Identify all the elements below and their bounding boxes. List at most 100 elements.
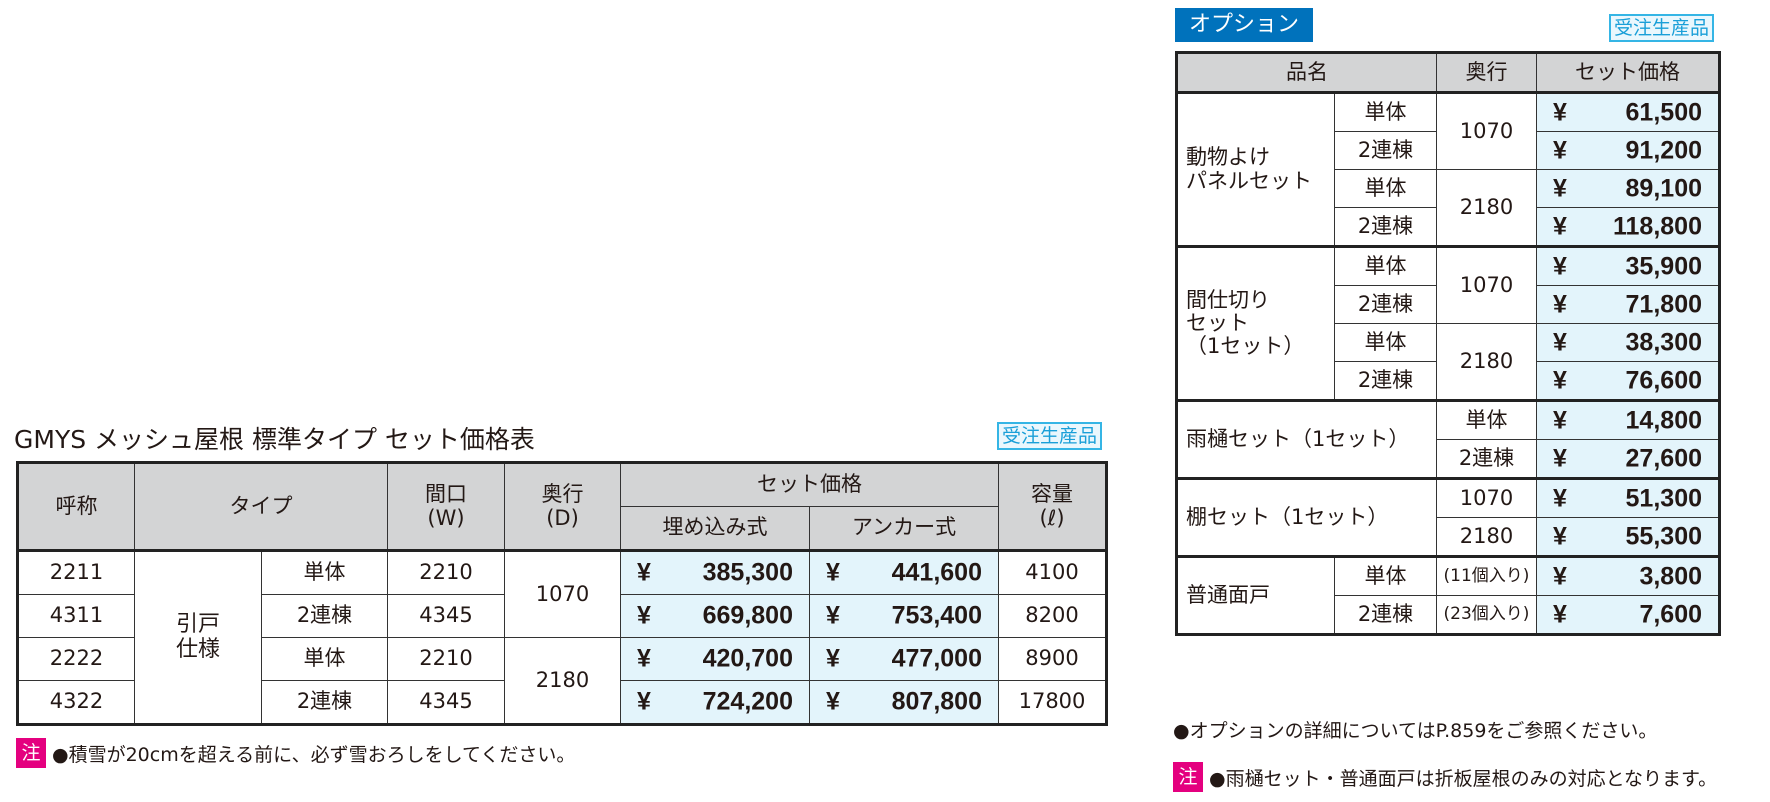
cell-width: 4345 [387,594,505,638]
cell-type: 単体 [261,637,388,681]
price-value: 420,700 [702,644,793,673]
table-row: 棚セット（1セット） 1070 ¥51,300 [1176,477,1720,557]
cell-type: 単体 [1334,91,1437,132]
yen-sign: ¥ [637,558,651,587]
note-text: ●積雪が20cmを超える前に、必ず雪おろしをしてください。 [52,743,576,766]
cell-type: 単体 [261,550,388,595]
option-title: オプション [1175,8,1314,42]
cell-depth: 2180 [1436,169,1537,247]
made-to-order-badge: 受注生産品 [997,422,1103,450]
table-row: 2連棟 ¥76,600 [1177,361,1720,401]
table-row: 普通面戸 単体 (11個入り) ¥3,800 [1176,555,1720,635]
yen-sign: ¥ [1553,211,1567,240]
cell-price: ¥76,600 [1536,361,1720,401]
cell-price: ¥91,200 [1536,131,1720,170]
cell-type: 単体 [1334,169,1437,208]
price-value: 14,800 [1625,405,1702,434]
price-value: 477,000 [891,644,982,673]
cell-item-name: 間仕切り セット （1セット） [1176,245,1335,401]
yen-sign: ¥ [826,558,840,587]
price-value: 38,300 [1625,327,1702,356]
cell-price-embedded: ¥669,800 [620,594,810,638]
cell-price: ¥14,800 [1536,399,1720,440]
price-value: 385,300 [702,558,793,587]
price-value: 807,800 [891,687,982,716]
cell-type: 2連棟 [1334,595,1437,635]
price-value: 753,400 [891,601,982,630]
table-row: 2211 引戸 仕様 単体 2210 1070 ¥385,300 ¥441,60… [17,550,1107,725]
yen-sign: ¥ [1553,561,1567,590]
table-row: 動物よけ パネルセット 単体 1070 ¥61,500 [1176,91,1720,247]
cell-price-embedded: ¥420,700 [620,637,810,681]
price-value: 3,800 [1639,561,1702,590]
table-row: 雨樋セット（1セット） 単体 ¥14,800 [1176,399,1720,479]
yen-sign: ¥ [1553,173,1567,202]
cell-capacity: 4100 [998,550,1107,595]
header-name: 呼称 [17,462,135,551]
yen-sign: ¥ [1553,289,1567,318]
header-capacity: 容量 (ℓ) [998,462,1107,551]
cell-price-embedded: ¥385,300 [620,550,810,595]
price-value: 55,300 [1625,521,1702,550]
table-row: 4322 2連棟 4345 ¥724,200 ¥807,800 17800 [17,680,1107,725]
option-table: 品名 奥行 セット価格 動物よけ パネルセット 単体 1070 ¥61,500 2連棟 ¥… [1175,51,1721,636]
cell-capacity: 17800 [998,680,1107,725]
cell-type: 2連棟 [1334,207,1437,247]
yen-sign: ¥ [1553,521,1567,550]
cell-capacity: 8900 [998,637,1107,681]
price-value: 35,900 [1625,251,1702,280]
yen-sign: ¥ [1553,97,1567,126]
cell-width: 4345 [387,680,505,725]
yen-sign: ¥ [1553,483,1567,512]
yen-sign: ¥ [637,601,651,630]
cell-depth: 2連棟 [1436,439,1537,479]
price-table: 呼称 タイプ 間口 (W) 奥行 (D) セット価格 容量 (ℓ) 埋め込み式 … [16,461,1108,726]
cell-type: 単体 [1334,555,1437,596]
price-value: 91,200 [1625,135,1702,164]
cell-type: 2連棟 [1334,131,1437,170]
made-to-order-badge: 受注生産品 [1609,14,1715,42]
cell-price: ¥38,300 [1536,323,1720,362]
note-label: 注 [16,738,46,768]
cell-depth: (23個入り) [1436,595,1537,635]
cell-price: ¥51,300 [1536,477,1720,518]
header-price: セット価格 [620,462,999,507]
cell-price: ¥3,800 [1536,555,1720,596]
header-type: タイプ [134,462,388,551]
cell-price-embedded: ¥724,200 [620,680,810,725]
price-value: 51,300 [1625,483,1702,512]
price-value: 669,800 [702,601,793,630]
table-row: 2連棟 (23個入り) ¥7,600 [1177,595,1720,635]
cell-type: 単体 [1334,323,1437,362]
main-table-title: GMYS メッシュ屋根 標準タイプ セット価格表 [14,425,535,454]
cell-capacity: 8200 [998,594,1107,638]
header-depth: 奥行 (D) [504,462,621,551]
header-price-anchor: アンカー式 [809,506,999,551]
cell-item-name: 雨樋セット（1セット） [1176,399,1437,479]
table-row: 4311 2連棟 4345 ¥669,800 ¥753,400 8200 [17,594,1107,638]
cell-price: ¥118,800 [1536,207,1720,247]
cell-name: 2211 [17,550,135,595]
cell-width: 2210 [387,637,505,681]
cell-width: 2210 [387,550,505,595]
yen-sign: ¥ [637,644,651,673]
cell-price: ¥55,300 [1536,517,1720,557]
option-caution: 注 ●雨樋セット・普通面戸は折板屋根のみの対応となります。 [1173,762,1717,792]
price-value: 27,600 [1625,443,1702,472]
price-value: 7,600 [1639,599,1702,628]
yen-sign: ¥ [1553,599,1567,628]
cell-depth: 1070 [1436,477,1537,518]
cell-type: 単体 [1334,245,1437,286]
yen-sign: ¥ [826,601,840,630]
cell-depth: 1070 [1436,91,1537,170]
header-depth: 奥行 [1436,52,1537,93]
cell-price: ¥7,600 [1536,595,1720,635]
table-row: 2222 単体 2210 2180 ¥420,700 ¥477,000 8900 [17,637,1107,725]
header-price: セット価格 [1536,52,1720,93]
yen-sign: ¥ [1553,365,1567,394]
price-value: 118,800 [1613,211,1702,240]
cell-price-anchor: ¥753,400 [809,594,999,638]
cell-price: ¥61,500 [1536,91,1720,132]
table-row: 2連棟 ¥71,800 [1177,285,1720,324]
price-value: 89,100 [1625,173,1702,202]
